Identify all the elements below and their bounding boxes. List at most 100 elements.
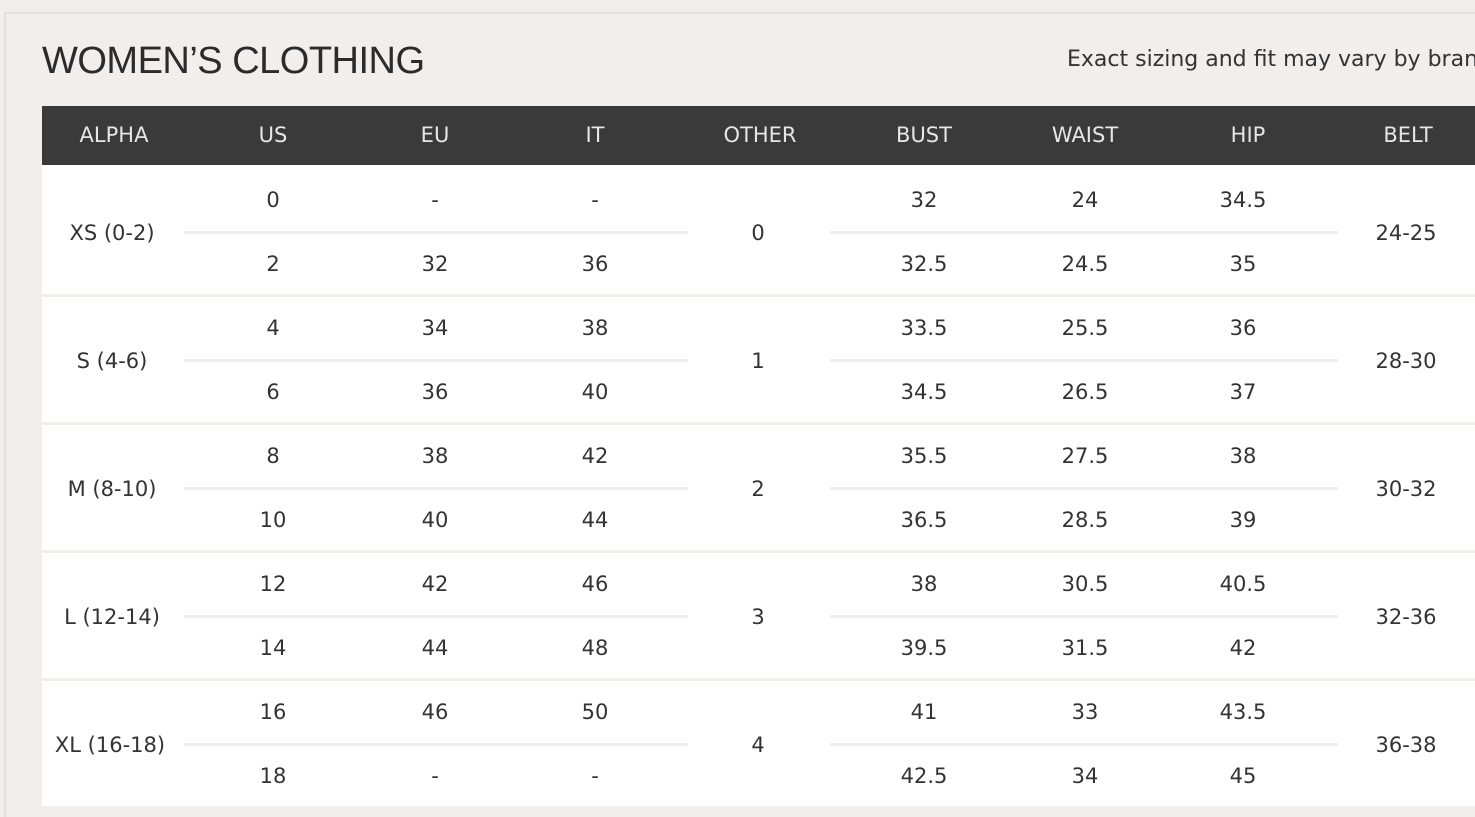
it-size: 50: [581, 700, 609, 724]
alpha-size: XS (0-2): [69, 221, 155, 245]
it-size: 36: [581, 252, 609, 276]
group-divider: [42, 422, 1475, 425]
waist-measure: 30.5: [1061, 572, 1109, 596]
size-group-m: M (8-10) 2 30-32 8 38 42 35.5 27.5 38 10…: [42, 424, 1475, 552]
us-size: 16: [259, 700, 287, 724]
header-waist: WAIST: [1051, 123, 1119, 147]
hip-measure: 39: [1229, 508, 1257, 532]
row-divider: [830, 231, 1338, 234]
waist-measure: 24: [1071, 188, 1099, 212]
row-divider: [830, 359, 1338, 362]
other-size: 1: [751, 349, 765, 373]
table-header: ALPHA US EU IT OTHER BUST WAIST HIP BELT: [42, 106, 1475, 165]
hip-measure: 43.5: [1219, 700, 1267, 724]
waist-measure: 33: [1071, 700, 1099, 724]
row-divider: [184, 359, 688, 362]
page-title: WOMEN’S CLOTHING: [42, 40, 425, 82]
row-divider: [830, 743, 1338, 746]
bust-measure: 42.5: [900, 764, 948, 788]
us-size: 18: [259, 764, 287, 788]
bust-measure: 41: [910, 700, 938, 724]
belt-size: 24-25: [1375, 221, 1437, 245]
eu-size: 42: [421, 572, 449, 596]
waist-measure: 34: [1071, 764, 1099, 788]
us-size: 10: [259, 508, 287, 532]
other-size: 3: [751, 605, 765, 629]
bust-measure: 33.5: [900, 316, 948, 340]
eu-size: 34: [421, 316, 449, 340]
eu-size: 32: [421, 252, 449, 276]
header-other: OTHER: [723, 123, 797, 147]
us-size: 6: [266, 380, 280, 404]
us-size: 8: [266, 444, 280, 468]
eu-size: -: [431, 188, 439, 212]
it-size: -: [591, 188, 599, 212]
hip-measure: 36: [1229, 316, 1257, 340]
hip-measure: 38: [1229, 444, 1257, 468]
waist-measure: 31.5: [1061, 636, 1109, 660]
eu-size: 40: [421, 508, 449, 532]
size-table: ALPHA US EU IT OTHER BUST WAIST HIP BELT…: [42, 106, 1475, 806]
belt-size: 30-32: [1375, 477, 1437, 501]
header-us: US: [258, 123, 288, 147]
group-divider: [42, 678, 1475, 681]
bust-measure: 39.5: [900, 636, 948, 660]
it-size: 40: [581, 380, 609, 404]
header-it: IT: [585, 123, 605, 147]
us-size: 0: [266, 188, 280, 212]
alpha-size: XL (16-18): [54, 733, 166, 757]
belt-size: 36-38: [1375, 733, 1437, 757]
alpha-size: L (12-14): [64, 605, 160, 629]
it-size: 46: [581, 572, 609, 596]
bust-measure: 38: [910, 572, 938, 596]
it-size: -: [591, 764, 599, 788]
header-alpha: ALPHA: [79, 123, 149, 147]
row-divider: [830, 615, 1338, 618]
eu-size: 46: [421, 700, 449, 724]
size-group-xl: XL (16-18) 4 36-38 16 46 50 41 33 43.5 1…: [42, 680, 1475, 808]
hip-measure: 45: [1229, 764, 1257, 788]
row-divider: [184, 615, 688, 618]
other-size: 2: [751, 477, 765, 501]
waist-measure: 28.5: [1061, 508, 1109, 532]
size-group-l: L (12-14) 3 32-36 12 42 46 38 30.5 40.5 …: [42, 552, 1475, 680]
waist-measure: 25.5: [1061, 316, 1109, 340]
waist-measure: 26.5: [1061, 380, 1109, 404]
row-divider: [830, 487, 1338, 490]
us-size: 2: [266, 252, 280, 276]
bust-measure: 36.5: [900, 508, 948, 532]
waist-measure: 24.5: [1061, 252, 1109, 276]
hip-measure: 42: [1229, 636, 1257, 660]
belt-size: 28-30: [1375, 349, 1437, 373]
us-size: 4: [266, 316, 280, 340]
waist-measure: 27.5: [1061, 444, 1109, 468]
sizing-note: Exact sizing and fit may vary by brand: [1067, 47, 1475, 72]
bust-measure: 34.5: [900, 380, 948, 404]
group-divider: [42, 294, 1475, 297]
hip-measure: 34.5: [1219, 188, 1267, 212]
us-size: 12: [259, 572, 287, 596]
header-eu: EU: [420, 123, 450, 147]
belt-size: 32-36: [1375, 605, 1437, 629]
eu-size: -: [431, 764, 439, 788]
alpha-size: M (8-10): [67, 477, 157, 501]
it-size: 48: [581, 636, 609, 660]
bust-measure: 32: [910, 188, 938, 212]
other-size: 4: [751, 733, 765, 757]
alpha-size: S (4-6): [76, 349, 148, 373]
header-hip: HIP: [1230, 123, 1266, 147]
it-size: 44: [581, 508, 609, 532]
us-size: 14: [259, 636, 287, 660]
size-group-s: S (4-6) 1 28-30 4 34 38 33.5 25.5 36 6 3…: [42, 296, 1475, 424]
hip-measure: 37: [1229, 380, 1257, 404]
eu-size: 36: [421, 380, 449, 404]
row-divider: [184, 231, 688, 234]
header-belt: BELT: [1383, 123, 1433, 147]
eu-size: 44: [421, 636, 449, 660]
eu-size: 38: [421, 444, 449, 468]
row-divider: [184, 743, 688, 746]
it-size: 38: [581, 316, 609, 340]
bust-measure: 32.5: [900, 252, 948, 276]
row-divider: [184, 487, 688, 490]
group-divider: [42, 550, 1475, 553]
